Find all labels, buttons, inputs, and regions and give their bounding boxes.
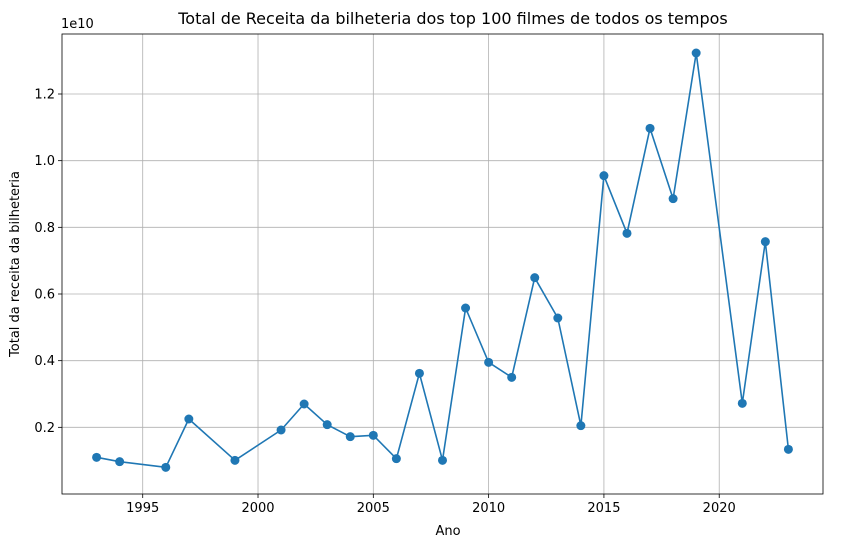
x-axis: 1995 2000 2005 2010 2015 2020	[126, 494, 736, 516]
x-tick-label: 2005	[357, 501, 390, 516]
y-tick-label: 1.0	[34, 154, 55, 169]
x-tick-label: 2000	[241, 501, 274, 516]
y-offset-label: 1e10	[61, 17, 94, 32]
y-tick-label: 0.4	[34, 354, 55, 369]
data-point	[391, 454, 401, 464]
y-tick-label: 0.8	[34, 221, 55, 236]
plot-area-frame	[61, 33, 824, 495]
data-point	[553, 313, 563, 323]
data-point	[576, 421, 586, 431]
y-axis: 0.2 0.4 0.6 0.8 1.0 1.2	[34, 88, 62, 436]
data-point	[276, 425, 286, 435]
series-layer	[92, 48, 793, 472]
data-point	[115, 457, 125, 467]
data-point	[161, 462, 171, 472]
y-axis-label: Total da receita da bilheteria	[8, 171, 23, 358]
data-point	[230, 455, 240, 465]
data-point	[645, 123, 655, 133]
data-point	[668, 194, 678, 204]
data-point	[322, 420, 332, 430]
chart-title: Total de Receita da bilheteria dos top 1…	[177, 9, 728, 28]
data-point	[484, 357, 494, 367]
data-point	[299, 399, 309, 409]
x-axis-label: Ano	[435, 524, 460, 539]
y-tick-label: 0.6	[34, 288, 55, 303]
data-point	[599, 171, 609, 181]
data-point	[760, 237, 770, 247]
data-point	[345, 432, 355, 442]
x-tick-label: 2010	[472, 501, 505, 516]
data-point	[530, 273, 540, 283]
data-point	[438, 455, 447, 465]
data-point	[461, 303, 471, 313]
data-point	[691, 48, 701, 58]
data-point	[507, 372, 517, 382]
data-point	[622, 228, 632, 238]
grid	[62, 34, 823, 494]
y-tick-label: 0.2	[34, 421, 55, 436]
x-tick-label: 1995	[126, 501, 159, 516]
data-point	[414, 368, 424, 378]
data-point	[368, 430, 378, 440]
data-point	[92, 452, 102, 462]
data-point	[184, 414, 194, 424]
x-tick-label: 2020	[703, 501, 736, 516]
x-tick-label: 2015	[587, 501, 620, 516]
data-point	[783, 444, 793, 454]
y-tick-label: 1.2	[34, 88, 55, 103]
data-point	[737, 398, 747, 408]
